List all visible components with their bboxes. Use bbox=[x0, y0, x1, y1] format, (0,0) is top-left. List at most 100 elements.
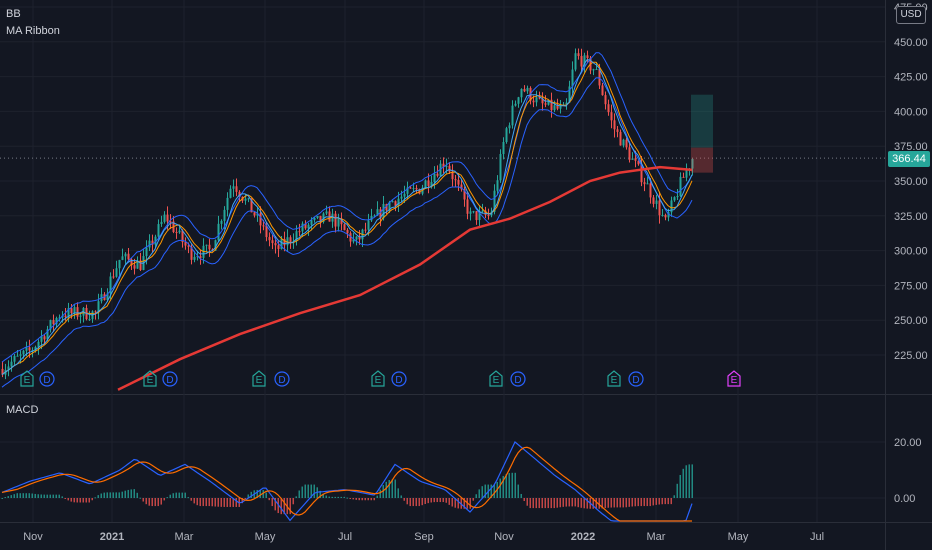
candle-body bbox=[235, 186, 238, 192]
candle-body bbox=[445, 165, 448, 167]
candle-body bbox=[52, 320, 55, 325]
price-tick-label: 350.00 bbox=[894, 176, 928, 188]
candle-body bbox=[433, 173, 436, 183]
macd-histogram-bar bbox=[61, 496, 63, 498]
candle-body bbox=[22, 350, 25, 355]
candle-body bbox=[670, 200, 673, 213]
candle-body bbox=[586, 55, 589, 58]
candle-body bbox=[454, 179, 457, 181]
macd-histogram-bar bbox=[535, 498, 537, 509]
macd-histogram-bar bbox=[208, 498, 210, 507]
indicator-label-bb[interactable]: BB bbox=[6, 8, 21, 20]
candle-body bbox=[289, 237, 292, 243]
macd-histogram-bar bbox=[652, 498, 654, 506]
candle-body bbox=[478, 211, 481, 221]
macd-histogram-bar bbox=[637, 498, 639, 507]
candle-body bbox=[199, 256, 202, 258]
indicator-label-macd[interactable]: MACD bbox=[6, 404, 39, 416]
ma-ribbon-orange bbox=[1, 61, 693, 376]
macd-histogram-bar bbox=[202, 498, 204, 507]
candle-body bbox=[127, 253, 130, 260]
candle-body bbox=[163, 214, 166, 222]
macd-histogram-bar bbox=[373, 498, 375, 501]
macd-histogram-bar bbox=[691, 464, 693, 498]
earnings-marker bbox=[607, 370, 621, 387]
candle-body bbox=[502, 142, 505, 155]
macd-histogram-bar bbox=[346, 497, 348, 499]
macd-histogram-bar bbox=[580, 498, 582, 508]
earnings-marker-label: E bbox=[375, 375, 382, 386]
candle-body bbox=[574, 53, 577, 70]
macd-histogram-bar bbox=[268, 498, 270, 501]
macd-histogram-bar bbox=[568, 498, 570, 507]
macd-histogram-bar bbox=[403, 498, 405, 501]
indicator-label-ma-ribbon[interactable]: MA Ribbon bbox=[6, 25, 60, 37]
macd-histogram-bar bbox=[97, 495, 99, 498]
macd-histogram-bar bbox=[631, 498, 633, 507]
macd-histogram-bar bbox=[271, 498, 273, 507]
candle-body bbox=[382, 204, 385, 219]
candle-body bbox=[274, 243, 277, 246]
macd-histogram-bar bbox=[274, 498, 276, 511]
macd-histogram-bar bbox=[541, 498, 543, 509]
macd-histogram-bar bbox=[565, 498, 567, 507]
macd-histogram-bar bbox=[193, 498, 195, 504]
candle-body bbox=[307, 224, 310, 229]
macd-histogram-bar bbox=[394, 479, 396, 498]
macd-histogram-bar bbox=[529, 498, 531, 509]
candle-body bbox=[70, 308, 73, 314]
candle-body bbox=[109, 276, 112, 294]
macd-histogram-bar bbox=[619, 498, 621, 508]
macd-histogram-bar bbox=[643, 498, 645, 507]
macd-histogram-bar bbox=[133, 489, 135, 498]
earnings-marker-label: E bbox=[24, 375, 31, 386]
candle-body bbox=[118, 259, 121, 269]
macd-histogram-bar bbox=[532, 498, 534, 509]
macd-histogram-bar bbox=[688, 464, 690, 498]
macd-histogram-bar bbox=[295, 496, 297, 498]
macd-histogram-bar bbox=[355, 498, 357, 500]
candle-body bbox=[238, 191, 241, 197]
candle-body bbox=[358, 236, 361, 240]
macd-histogram-bar bbox=[280, 498, 282, 515]
candle-body bbox=[277, 245, 280, 249]
macd-histogram-bar bbox=[34, 493, 36, 498]
candle-body bbox=[505, 128, 508, 143]
candle-body bbox=[598, 69, 601, 86]
macd-histogram-bar bbox=[658, 498, 660, 505]
candle-body bbox=[133, 265, 136, 269]
macd-histogram-bar bbox=[187, 497, 189, 499]
bb-lower-band bbox=[1, 77, 693, 388]
macd-histogram-bar bbox=[544, 498, 546, 509]
macd-histogram-bar bbox=[196, 498, 198, 506]
macd-histogram-bar bbox=[598, 498, 600, 509]
macd-histogram-bar bbox=[199, 498, 201, 507]
macd-histogram-bar bbox=[229, 498, 231, 507]
macd-histogram-bar bbox=[298, 490, 300, 498]
candle-body bbox=[640, 164, 643, 183]
macd-histogram-bar bbox=[361, 498, 363, 501]
position-target-zone bbox=[691, 94, 713, 148]
candle-body bbox=[544, 103, 547, 105]
dividend-marker-label: D bbox=[395, 375, 402, 386]
candle-body bbox=[532, 100, 535, 103]
candle-body bbox=[622, 139, 625, 146]
candle-body bbox=[457, 179, 460, 185]
currency-button[interactable]: USD bbox=[896, 6, 926, 24]
macd-histogram-bar bbox=[610, 498, 612, 508]
candle-body bbox=[397, 198, 400, 206]
candle-body bbox=[514, 103, 517, 106]
candle-body bbox=[592, 69, 595, 71]
macd-histogram-bar bbox=[406, 498, 408, 505]
candle-body bbox=[58, 317, 61, 319]
macd-histogram-bar bbox=[397, 488, 399, 498]
candle-body bbox=[346, 230, 349, 234]
candle-body bbox=[373, 215, 376, 217]
candle-body bbox=[247, 198, 250, 200]
macd-histogram-bar bbox=[136, 492, 138, 498]
candle-body bbox=[106, 293, 109, 301]
earnings-marker-label: E bbox=[256, 375, 263, 386]
macd-histogram-bar bbox=[385, 481, 387, 498]
macd-histogram-bar bbox=[88, 498, 90, 503]
